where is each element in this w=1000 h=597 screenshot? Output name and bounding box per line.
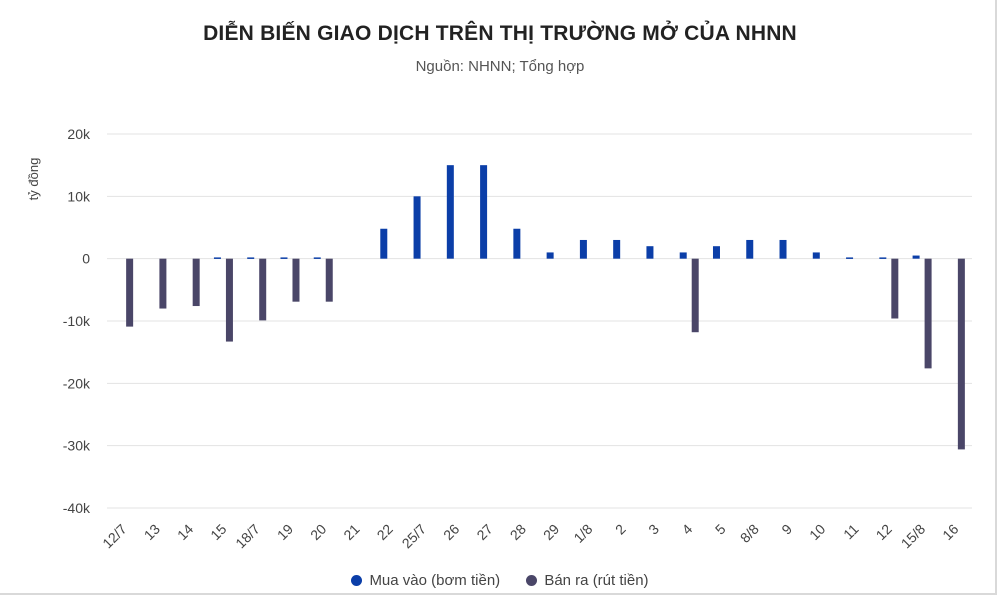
bar-buy [812,252,820,259]
x-tick-label: 19 [274,521,296,543]
x-tick-label: 10 [806,521,828,543]
x-tick-label: 27 [473,521,495,543]
bar-buy [380,228,388,259]
legend-item-buy[interactable]: Mua vào (bơm tiền) [351,572,500,589]
bar-buy [546,252,554,259]
bar-sell [891,258,899,319]
bar-buy [579,239,587,259]
bar-buy [213,257,221,259]
x-tick-label: 8/8 [737,521,762,546]
x-tick-label: 12/7 [99,521,130,552]
bar-buy [247,257,255,259]
y-tick-label: 20k [67,126,91,142]
y-tick-label: -20k [63,375,91,391]
chart-title: DIỄN BIẾN GIAO DỊCH TRÊN THỊ TRƯỜNG MỞ C… [203,22,797,45]
legend-item-sell[interactable]: Bán ra (rút tiền) [526,572,649,589]
bar-buy [746,239,754,259]
bar-buy [879,257,887,259]
bar-sell [924,258,932,369]
legend-label-sell: Bán ra (rút tiền) [544,572,649,589]
x-tick-label: 2 [612,521,629,538]
bar-sell [691,258,699,333]
x-tick-label: 11 [840,521,862,543]
x-tick-label: 16 [939,521,961,543]
x-tick-label: 13 [141,521,163,543]
x-tick-label: 18/7 [232,521,263,552]
x-tick-label: 15/8 [898,521,929,552]
bar-buy [280,257,288,259]
bar-sell [192,258,200,307]
x-tick-label: 5 [712,521,729,538]
bar-sell [225,258,233,342]
x-tick-label: 14 [174,521,196,543]
y-tick-label: -40k [63,500,91,516]
x-tick-label: 21 [340,521,362,543]
bar-buy [513,228,521,259]
bar-sell [325,258,333,302]
bar-sell [159,258,167,309]
legend-label-buy: Mua vào (bơm tiền) [369,572,501,589]
x-tick-label: 26 [440,521,462,543]
x-tick-label: 3 [645,521,662,538]
y-tick-label: -30k [63,438,91,454]
legend-marker-buy [351,575,363,586]
bar-sell [957,258,965,450]
y-tick-label: 0 [82,251,90,267]
x-tick-label: 1/8 [570,521,595,546]
bar-buy [413,196,421,259]
bar-buy [646,246,654,259]
y-axis-title: tỷ đồng [26,158,41,201]
bar-buy [480,165,488,259]
x-tick-label: 15 [207,521,229,543]
legend-marker-sell [526,575,538,586]
bar-buy [912,255,920,259]
x-tick-label: 29 [540,521,562,543]
y-tick-label: 10k [67,188,91,204]
x-tick-label: 20 [307,521,329,543]
bar-buy [846,257,854,259]
x-tick-label: 4 [679,521,696,538]
bar-sell [292,258,300,302]
bar-buy [779,239,787,259]
x-tick-label: 12 [873,521,895,543]
x-tick-label: 25/7 [399,521,430,552]
x-tick-label: 22 [374,521,396,543]
y-tick-label: -10k [63,313,91,329]
chart-subtitle: Nguồn: NHNN; Tổng hợp [415,58,585,75]
bar-buy [712,246,720,259]
bar-buy [313,257,321,259]
bar-buy [446,165,454,259]
bar-buy [679,252,687,259]
chart-legend: Mua vào (bơm tiền) Bán ra (rút tiền) [0,572,1000,590]
bar-sell [259,258,267,321]
bar-buy [613,239,621,259]
x-tick-label: 28 [507,521,529,543]
x-tick-label: 9 [778,521,795,538]
bar-sell [126,258,134,327]
